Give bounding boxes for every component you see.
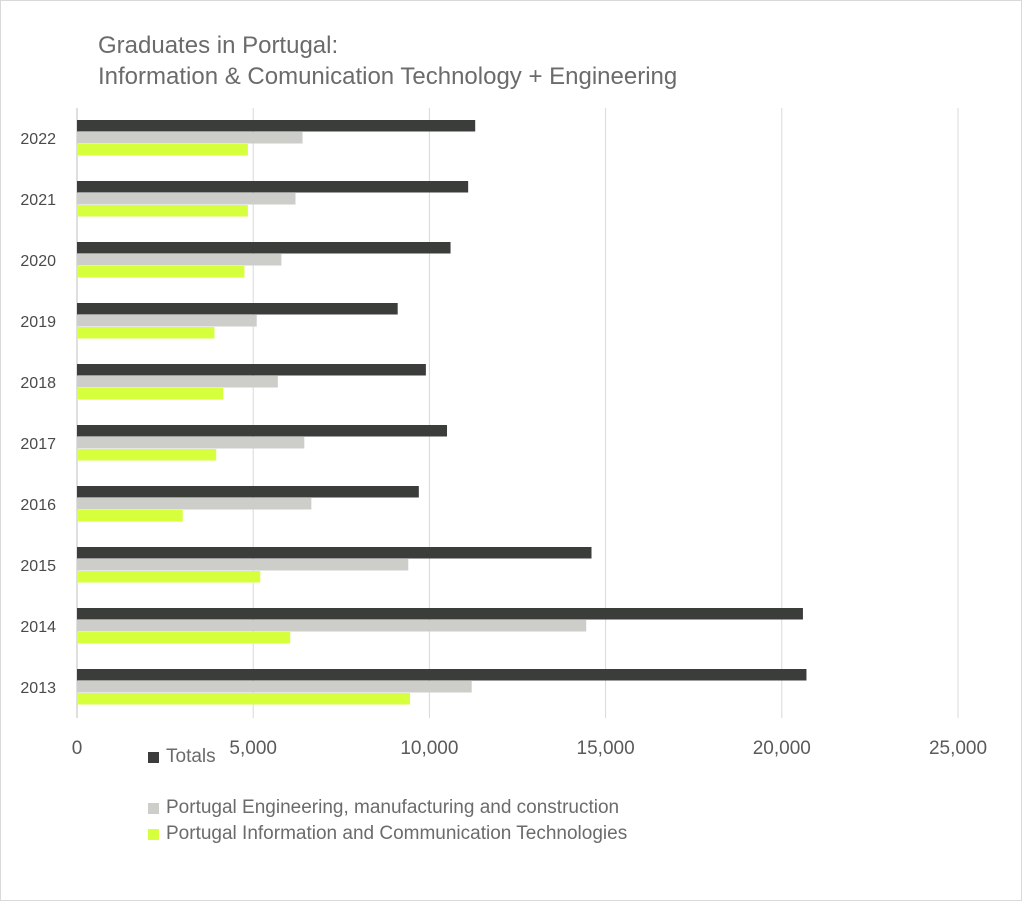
- y-tick-label: 2019: [20, 314, 56, 331]
- x-tick-label: 25,000: [929, 738, 987, 759]
- bar: [77, 144, 248, 156]
- bar: [77, 437, 305, 449]
- y-tick-label: 2018: [20, 375, 56, 392]
- bar: [77, 681, 472, 693]
- bar: [77, 388, 224, 400]
- bar: [77, 193, 296, 205]
- bar: [77, 571, 261, 583]
- bar: [77, 254, 282, 266]
- y-tick-label: 2016: [20, 497, 56, 514]
- bar: [77, 547, 592, 559]
- chart-title-line-2: Information & Comunication Technology + …: [98, 63, 678, 90]
- bar: [77, 669, 807, 681]
- y-tick-label: 2022: [20, 131, 56, 148]
- bar: [77, 608, 803, 620]
- bar: [77, 364, 426, 376]
- bar: [77, 303, 398, 315]
- legend-label-ict: Portugal Information and Communication T…: [166, 823, 628, 844]
- bar: [77, 486, 419, 498]
- legend-swatch-ict: [148, 829, 159, 840]
- legend-item-engineering: Portugal Engineering, manufacturing and …: [148, 795, 628, 821]
- bar: [77, 327, 215, 339]
- x-tick-label: 15,000: [577, 738, 635, 759]
- chart-title-line-1: Graduates in Portugal:: [98, 32, 339, 59]
- bar: [77, 498, 312, 510]
- bar: [77, 376, 278, 388]
- bar: [77, 559, 409, 571]
- chart-title: Graduates in Portugal: Information & Com…: [98, 30, 677, 92]
- legend-item-ict: Portugal Information and Communication T…: [148, 821, 628, 847]
- legend-label-engineering: Portugal Engineering, manufacturing and …: [166, 797, 620, 818]
- bar: [77, 510, 183, 522]
- x-tick-label: 10,000: [400, 738, 458, 759]
- bar: [77, 132, 303, 144]
- legend-label-totals: Totals: [166, 746, 216, 767]
- bar: [77, 205, 248, 217]
- bar: [77, 315, 257, 327]
- y-tick-label: 2013: [20, 680, 56, 697]
- bar: [77, 181, 469, 193]
- bar: [77, 266, 245, 278]
- legend-item-totals: Totals: [148, 744, 628, 770]
- legend-swatch-engineering: [148, 803, 159, 814]
- bar: [77, 242, 451, 254]
- chart-legend: Totals Portugal Engineering, manufacturi…: [148, 744, 628, 847]
- bar: [77, 425, 448, 437]
- bar: [77, 693, 411, 705]
- y-tick-label: 2020: [20, 253, 56, 270]
- legend-swatch-totals: [148, 752, 159, 763]
- y-tick-label: 2021: [20, 192, 56, 209]
- y-tick-label: 2015: [20, 558, 56, 575]
- y-tick-label: 2014: [20, 619, 56, 636]
- bar: [77, 120, 476, 132]
- x-tick-label: 5,000: [229, 738, 277, 759]
- x-tick-label: 20,000: [753, 738, 811, 759]
- bar: [77, 620, 587, 632]
- bar: [77, 449, 217, 461]
- bar: [77, 632, 291, 644]
- x-tick-label: 0: [72, 738, 83, 759]
- y-tick-label: 2017: [20, 436, 56, 453]
